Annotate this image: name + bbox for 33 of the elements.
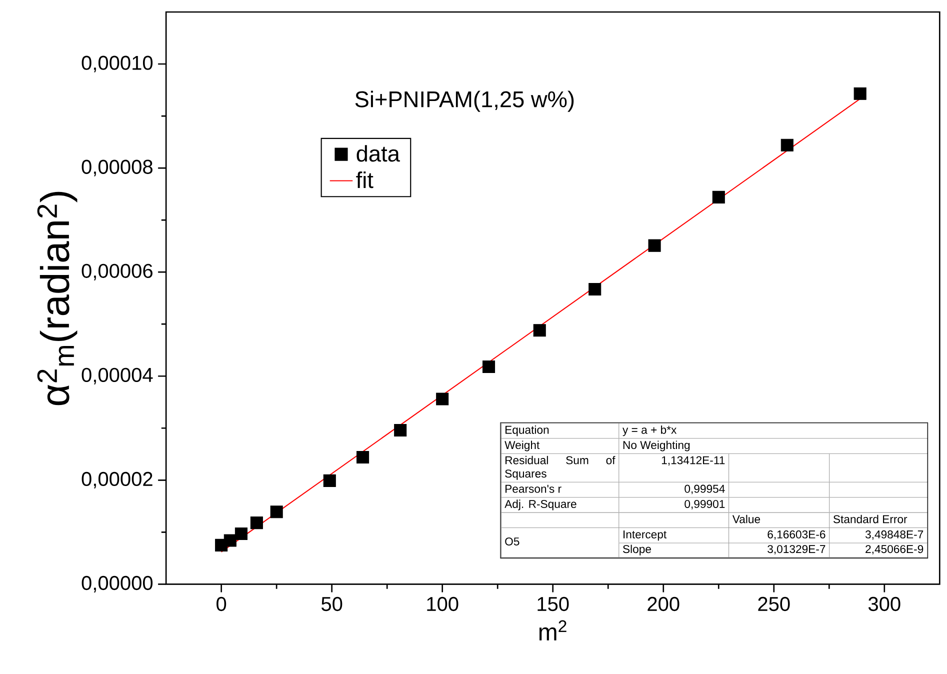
y-tick-label: 0,00000 bbox=[82, 576, 153, 592]
point bbox=[234, 527, 248, 540]
y-tick-label: 0,00004 bbox=[82, 368, 153, 384]
point bbox=[533, 324, 546, 337]
x-tick-label: 100 bbox=[427, 596, 458, 611]
legend-label: data bbox=[356, 144, 400, 162]
point bbox=[270, 506, 283, 518]
y-tick-label: 0,00008 bbox=[82, 160, 152, 176]
y-tick-label: 0,00002 bbox=[82, 472, 152, 488]
x-tick-label: 200 bbox=[648, 596, 680, 611]
point bbox=[394, 424, 407, 436]
text: Si+PNIPAM(1,25 w%) bbox=[355, 90, 574, 112]
point bbox=[356, 450, 370, 464]
x-tick-label: 0 bbox=[216, 596, 226, 611]
y-tick-label: 0,00006 bbox=[82, 264, 152, 280]
point bbox=[250, 516, 263, 529]
y-tick-label: 0,00010 bbox=[82, 56, 153, 72]
point bbox=[854, 87, 866, 100]
point bbox=[712, 190, 725, 204]
x-tick-label: 150 bbox=[538, 596, 569, 611]
point bbox=[648, 239, 661, 252]
x-tick-label: 50 bbox=[322, 596, 342, 611]
point bbox=[482, 360, 496, 373]
x-axis-title: m$^{2}$ bbox=[539, 620, 566, 640]
x-tick-label: 300 bbox=[868, 596, 900, 611]
x-tick-label: 250 bbox=[758, 596, 790, 611]
point bbox=[436, 392, 449, 406]
point bbox=[588, 282, 602, 296]
legend-label: fit bbox=[356, 171, 374, 188]
point bbox=[780, 138, 794, 152]
point bbox=[224, 534, 236, 547]
y-axis-title: α$^{2}$$_{m}$(radian$^{2}$) bbox=[37, 192, 78, 406]
point bbox=[323, 474, 336, 487]
